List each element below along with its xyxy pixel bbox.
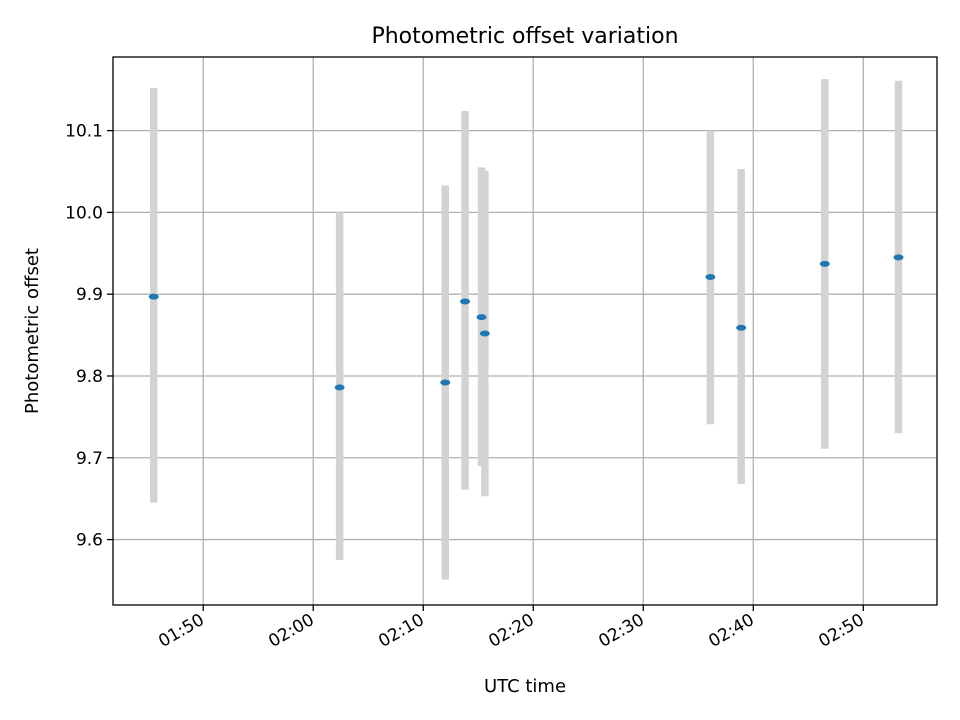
y-tick-label: 9.6	[76, 531, 103, 551]
data-point	[440, 379, 451, 386]
y-tick-label: 9.7	[76, 449, 103, 469]
x-tick-label: 02:30	[595, 610, 647, 652]
data-point	[736, 324, 747, 331]
x-tick-label: 02:10	[375, 610, 427, 652]
y-tick-label: 9.8	[76, 367, 103, 387]
y-tick-label: 10.1	[65, 122, 103, 142]
data-point	[893, 254, 904, 261]
plot-frame	[112, 56, 938, 606]
chart-title: Photometric offset variation	[371, 24, 678, 49]
x-tick-label: 02:40	[705, 610, 757, 652]
y-axis-label: Photometric offset	[22, 248, 43, 414]
x-tick-label: 02:20	[485, 610, 537, 652]
y-tick-label: 9.9	[76, 285, 103, 305]
y-tick-label: 10.0	[65, 203, 103, 223]
x-tick-label: 02:00	[265, 610, 317, 652]
data-point	[819, 260, 830, 267]
x-axis-label: UTC time	[484, 676, 566, 697]
data-point	[148, 293, 159, 300]
x-tick-label: 02:50	[815, 610, 867, 652]
x-tick-label: 01:50	[155, 610, 207, 652]
data-points	[148, 254, 904, 391]
data-point	[334, 384, 345, 391]
data-point	[705, 274, 716, 281]
grid	[113, 57, 937, 605]
data-point	[476, 314, 487, 321]
data-point	[460, 298, 471, 305]
error-bars	[149, 79, 903, 580]
data-point	[479, 330, 490, 337]
